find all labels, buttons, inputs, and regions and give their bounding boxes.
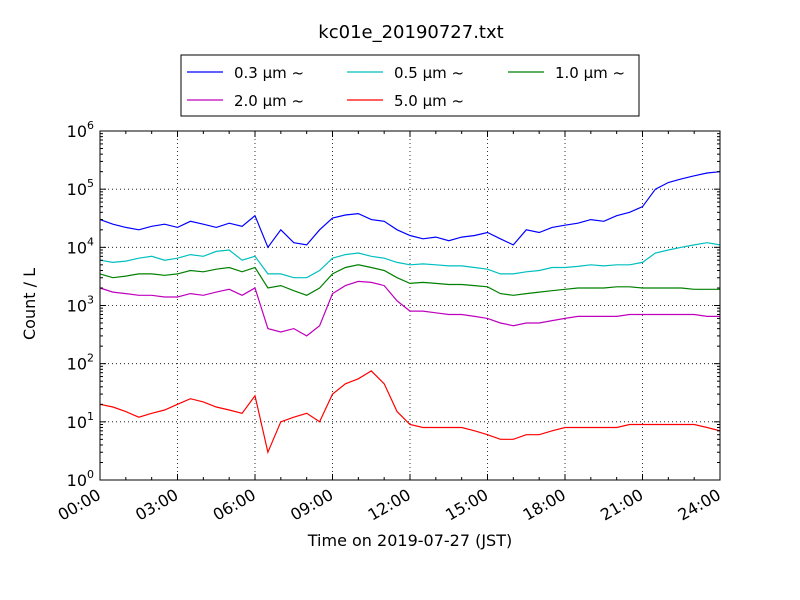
- y-tick-exponent: 2: [87, 352, 94, 365]
- x-tick-label: 06:00: [210, 485, 259, 525]
- legend-label-1: 0.5 μm ~: [394, 64, 464, 82]
- x-tick-label: 21:00: [597, 485, 646, 525]
- y-tick-base: 10: [67, 471, 87, 490]
- y-tick-base: 10: [67, 413, 87, 432]
- legend-label-0: 0.3 μm ~: [234, 64, 304, 82]
- y-tick-base: 10: [67, 122, 87, 141]
- y-tick-label: 100: [67, 468, 94, 490]
- series-line-3: [99, 280, 720, 337]
- y-tick-exponent: 6: [87, 119, 94, 132]
- legend-box: [180, 54, 640, 117]
- y-tick-base: 10: [67, 297, 87, 316]
- series-line-4: [99, 370, 721, 455]
- y-tick-label: 101: [67, 410, 94, 432]
- y-tick-exponent: 3: [87, 294, 94, 307]
- x-tick-label: 03:00: [132, 485, 181, 525]
- y-tick-label: 106: [67, 119, 94, 141]
- x-tick-label: 09:00: [287, 485, 336, 525]
- y-tick-base: 10: [67, 355, 87, 374]
- series-line-2: [99, 264, 720, 296]
- y-tick-exponent: 4: [87, 235, 94, 248]
- legend-label-4: 5.0 μm ~: [394, 92, 464, 110]
- y-tick-exponent: 5: [87, 177, 94, 190]
- legend: 0.3 μm ~ 0.5 μm ~ 1.0 μm ~ 2.0 μm ~ 5.0 μm ~: [180, 54, 640, 117]
- y-axis-label: Count / L: [20, 268, 39, 340]
- series-line-1: [99, 242, 721, 279]
- y-tick-label: 103: [67, 294, 94, 316]
- x-tick-label: 15:00: [442, 485, 491, 525]
- x-tick-label: 12:00: [365, 485, 414, 525]
- y-tick-label: 102: [67, 352, 94, 374]
- y-tick-label: 104: [67, 235, 94, 257]
- x-tick-label: 00:00: [55, 485, 104, 525]
- y-tick-label: 105: [67, 177, 94, 199]
- y-tick-base: 10: [67, 238, 87, 257]
- legend-label-2: 1.0 μm ~: [555, 64, 625, 82]
- chart-title: kc01e_20190727.txt: [318, 22, 503, 43]
- grid-lines: [100, 131, 720, 480]
- legend-label-3: 2.0 μm ~: [234, 92, 304, 110]
- y-tick-base: 10: [67, 180, 87, 199]
- y-tick-exponent: 1: [87, 410, 94, 423]
- y-tick-exponent: 0: [87, 468, 94, 481]
- x-tick-label: 18:00: [520, 485, 569, 525]
- x-axis-label: Time on 2019-07-27 (JST): [307, 531, 512, 550]
- series-line-0: [99, 171, 721, 249]
- series-group: [99, 171, 721, 455]
- x-tick-label: 24:00: [675, 485, 724, 525]
